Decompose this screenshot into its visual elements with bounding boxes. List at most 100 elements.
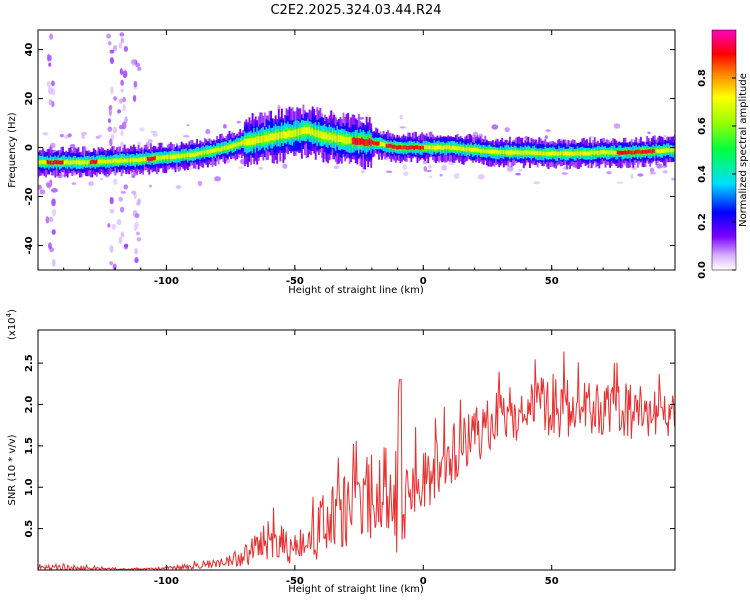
spectrogram-ridge-cell (414, 145, 417, 150)
spectrogram-ridge-cell (556, 152, 559, 157)
spectrogram-ridge-cell (532, 151, 535, 155)
spectrogram-ridge-cell (114, 158, 117, 163)
spectrogram-ridge-cell (216, 148, 219, 152)
spectrogram-noise-blob (214, 176, 221, 182)
spectrogram-noise-blob (131, 190, 137, 195)
spectrogram-ridge-cell (287, 130, 289, 138)
spectrogram-noise-blob (453, 173, 460, 179)
spectrogram-ridge-cell (479, 149, 482, 153)
spectrogram-noise-blob (120, 79, 124, 86)
spectrogram-ridge-cell (316, 130, 319, 137)
spectrogram-ridge-cell (664, 148, 667, 153)
spectrogram-ridge-cell (599, 150, 602, 155)
spectrogram-ridge-cell (549, 151, 551, 156)
spectrogram-noise-blob (134, 248, 139, 255)
spectrogram-ridge-cell (62, 160, 64, 165)
spectrogram-ridge-cell (185, 153, 188, 158)
spectrogram-y-label: Frequency (Hz) (7, 112, 18, 188)
spectrogram-ridge-cell (100, 159, 103, 164)
spectrogram-ridge-cell (431, 145, 434, 150)
spectrogram-ridge-cell (302, 127, 305, 134)
spectrogram-y-tick-label: -20 (24, 187, 35, 205)
spectrogram-ridge-cell (459, 146, 462, 151)
snr-series-line (38, 351, 675, 570)
spectrogram-ridge-cell (92, 159, 95, 164)
spectrogram-ridge-cell (384, 142, 387, 147)
spectrogram-noise-blob (205, 128, 211, 135)
spectrogram-noise-blob (46, 53, 51, 62)
spectrogram-noise-blob (402, 164, 408, 171)
spectrogram-noise-blob (132, 94, 137, 102)
spectrogram-ridge-cell (217, 147, 220, 152)
spectrogram-noise-blob (518, 168, 523, 172)
spectrogram-ridge-cell (653, 149, 656, 154)
spectrogram-ridge-cell (582, 151, 585, 156)
spectrogram-ridge-cell (128, 158, 131, 163)
spectrogram-ridge-cell (308, 126, 311, 134)
spectrogram-ridge-cell (482, 148, 485, 153)
spectrogram-ridge-cell (451, 145, 454, 150)
spectrogram-ridge-cell (299, 128, 302, 136)
spectrogram-ridge-cell (379, 142, 382, 147)
spectrogram-ridge-cell (475, 147, 477, 152)
spectrogram-ridge-cell (226, 145, 229, 150)
spectrogram-ridge-cell (199, 151, 202, 155)
spectrogram-ridge-cell (296, 129, 299, 137)
spectrogram-ridge-cell (521, 150, 524, 155)
spectrogram-ridge-cell (159, 155, 162, 160)
spectrogram-noise-blob (136, 237, 142, 242)
spectrogram-noise-blob (109, 56, 114, 64)
spectrogram-ridge-cell (368, 138, 371, 146)
spectrogram-ridge-cell (410, 145, 413, 150)
spectrogram-ridge-cell (183, 153, 186, 158)
spectrogram-ridge-cell (95, 159, 98, 164)
spectrogram-ridge-cell (351, 137, 354, 145)
spectrogram-ridge-cell (559, 151, 562, 156)
spectrogram-ridge-cell (624, 150, 627, 155)
spectrogram-ridge-cell (253, 137, 256, 145)
spectrogram-ridge-cell (610, 150, 613, 155)
snr-x-tick-label: 0 (420, 576, 427, 587)
spectrogram-noise-blob (606, 171, 612, 175)
spectrogram-ridge-cell (619, 150, 622, 155)
spectrogram-ridge-cell (646, 149, 649, 154)
spectrogram-ridge-cell (202, 150, 205, 155)
snr-x-tick-label: 50 (545, 576, 559, 587)
snr-scale-label: (x104) (5, 309, 18, 340)
spectrogram-ridge-cell (362, 138, 365, 146)
spectrogram-ridge-cell (663, 148, 665, 153)
spectrogram-ridge-cell (311, 127, 314, 135)
spectrogram-ridge-cell (55, 160, 58, 165)
spectrogram-ridge-cell (613, 150, 616, 155)
spectrogram-noise-blob (399, 114, 403, 120)
spectrogram-noise-blob (649, 171, 656, 175)
spectrogram-x-tick-label: 50 (545, 276, 559, 287)
spectrogram-ridge-cell (193, 153, 195, 157)
spectrogram-ridge-cell (356, 138, 359, 146)
spectrogram-ridge-cell (85, 160, 88, 165)
spectrogram-ridge-cell (282, 131, 285, 138)
spectrogram-ridge-cell (536, 150, 539, 155)
spectrogram-ridge-cell (74, 160, 77, 165)
spectrogram-ridge-cell (495, 149, 498, 154)
spectrogram-ridge-cell (643, 149, 645, 154)
spectrogram-ridge-cell (401, 145, 404, 150)
spectrogram-noise-blob (647, 131, 651, 135)
spectrogram-ridge-cell (293, 130, 296, 137)
spectrogram-noise-blob (118, 98, 123, 104)
spectrogram-ridge-cell (125, 158, 128, 163)
spectrogram-ridge-cell (357, 137, 360, 145)
spectrogram-ridge-cell (242, 140, 245, 145)
spectrogram-ridge-cell (246, 138, 249, 146)
spectrogram-ridge-cell (553, 151, 556, 156)
spectrogram-noise-blob (182, 134, 190, 138)
spectrogram-ridge-cell (541, 151, 544, 156)
spectrogram-ridge-cell (504, 150, 507, 155)
spectrogram-ridge-cell (623, 150, 625, 155)
spectrogram-ridge-cell (348, 136, 351, 144)
spectrogram-noise-blob (120, 233, 125, 238)
spectrogram-ridge-cell (288, 130, 291, 138)
spectrogram-noise-blob (46, 183, 51, 188)
spectrogram-ridge-cell (621, 150, 624, 155)
spectrogram-ridge-cell (598, 151, 601, 155)
